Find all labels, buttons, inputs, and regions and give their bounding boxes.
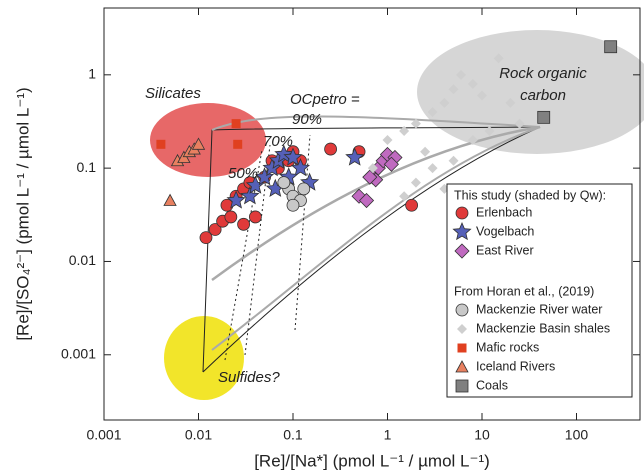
marker [233,139,243,149]
legend-label: Iceland Rivers [476,359,555,373]
data-layer [156,40,618,245]
y-tick-label: 0.01 [69,252,96,268]
marker [199,231,213,245]
marker [231,119,241,129]
x-tick-label: 100 [565,427,589,443]
marker [224,210,238,224]
mixing-curve [202,126,541,373]
marker [455,206,469,220]
marker [537,110,551,124]
marker [156,139,166,149]
marker [454,243,470,259]
marker [410,177,421,188]
legend-label: Mackenzie River water [476,302,602,316]
legend [446,183,633,398]
mixing-curve [211,125,541,282]
marker [420,146,431,157]
marker [240,186,260,205]
marker [484,126,495,137]
marker [399,191,410,202]
annotation: carbon [520,87,566,104]
marker [476,90,487,101]
legend-label: Erlenbach [476,205,532,219]
marker [405,198,419,212]
marker [457,324,467,334]
legend-heading: From Horan et al., (2019) [454,284,594,298]
marker [455,303,469,317]
marker [399,126,410,137]
marker [427,106,438,117]
legend-heading: This study (shaded by Qw): [454,188,606,202]
legend-label: Vogelbach [476,224,534,238]
y-tick-label: 1 [88,66,96,82]
legend-label: Mafic rocks [476,340,539,354]
marker [383,156,399,172]
marker [514,118,525,129]
y-tick-label: 0.001 [61,345,96,361]
x-tick-label: 0.1 [283,427,303,443]
marker [427,163,438,174]
marker [345,147,365,166]
marker [362,169,378,185]
marker [448,84,459,95]
x-tick-label: 10 [474,427,490,443]
mixing-curve [211,126,541,351]
y-tick-label: 0.1 [77,159,97,175]
marker [255,167,275,186]
marker [439,97,450,108]
legend-label: Mackenzie Basin shales [476,321,610,335]
marker [163,193,177,206]
marker [467,135,478,146]
mixing-curve [224,149,263,361]
annotation: Rock organic [499,65,587,82]
mixing-curves [202,115,541,373]
marker [455,379,469,393]
x-tick-label: 0.01 [185,427,212,443]
annotation: 70% [263,133,293,150]
marker [358,192,375,209]
marker [448,155,459,166]
y-axis-label: [Re]/[SO₄²⁻] (pmol L⁻¹ / µmol L⁻¹) [13,87,32,340]
annotation: 50% [228,165,258,182]
x-tick-label: 0.001 [86,427,121,443]
annotation: Sulfides? [218,369,280,386]
marker [457,343,467,353]
mixing-curve [202,126,541,373]
legend-label: East River [476,243,534,257]
marker [226,190,246,209]
marker [452,221,472,241]
marker [324,142,337,156]
marker [237,217,250,231]
marker [283,147,303,166]
marker [248,210,262,224]
marker [382,135,393,146]
marker [191,137,206,150]
marker [493,53,504,64]
marker [467,78,478,89]
marker [456,69,467,80]
x-tick-label: 1 [384,427,392,443]
marker [277,176,291,189]
marker [367,163,378,174]
annotation: OCpetro = [290,91,360,108]
marker [410,118,421,129]
x-axis-label: [Re]/[Na*] (pmol L⁻¹ / µmol L⁻¹) [254,451,490,470]
marker [208,223,222,236]
marker [604,40,618,54]
marker [290,158,310,177]
marker [505,97,516,108]
plot-frame [103,7,641,421]
legend-label: Coals [476,378,508,392]
annotation: Silicates [145,85,201,102]
marker [297,182,311,196]
marker [455,360,469,373]
annotation: 90% [292,111,322,128]
marker [286,198,300,212]
